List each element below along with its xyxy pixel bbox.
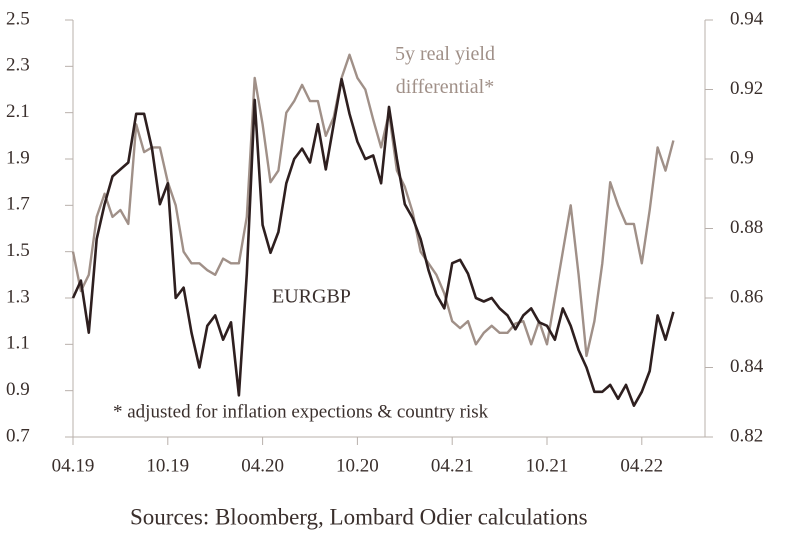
y2-tick-label: 0.82 <box>730 425 763 446</box>
y-tick-label: 2.3 <box>6 55 30 76</box>
source: Sources: Bloomberg, Lombard Odier calcul… <box>130 504 588 529</box>
y-tick-label: 1.5 <box>6 240 30 261</box>
y2-tick-label: 0.92 <box>730 78 763 99</box>
y2-tick-label: 0.86 <box>730 286 763 307</box>
x-tick-label: 04.22 <box>620 455 663 476</box>
x-tick-label: 10.21 <box>526 455 569 476</box>
y-tick-label: 1.3 <box>6 286 30 307</box>
y-tick-label: 1.9 <box>6 147 30 168</box>
y2-tick-label: 0.9 <box>730 147 754 168</box>
x-tick-label: 10.20 <box>336 455 379 476</box>
y-tick-label: 2.1 <box>6 101 30 122</box>
y-tick-label: 2.5 <box>6 8 30 29</box>
x-tick-label: 04.21 <box>431 455 474 476</box>
y2-tick-label: 0.84 <box>730 356 764 377</box>
y-tick-label: 1.7 <box>6 194 30 215</box>
y2-tick-label: 0.88 <box>730 217 763 238</box>
series-line <box>71 53 675 358</box>
x-tick-label: 10.19 <box>146 455 189 476</box>
x-tick-label: 04.20 <box>241 455 284 476</box>
x-tick-label: 04.19 <box>52 455 95 476</box>
y-tick-label: 1.1 <box>6 333 30 354</box>
series-label: 5y real yield differential* <box>395 43 495 98</box>
y-tick-label: 0.7 <box>6 425 30 446</box>
series-label: EURGBP <box>272 286 351 308</box>
footnote: * adjusted for inflation expections & co… <box>113 401 489 422</box>
y2-tick-label: 0.94 <box>730 8 764 29</box>
y-tick-label: 0.9 <box>6 379 30 400</box>
series-line <box>71 77 675 407</box>
